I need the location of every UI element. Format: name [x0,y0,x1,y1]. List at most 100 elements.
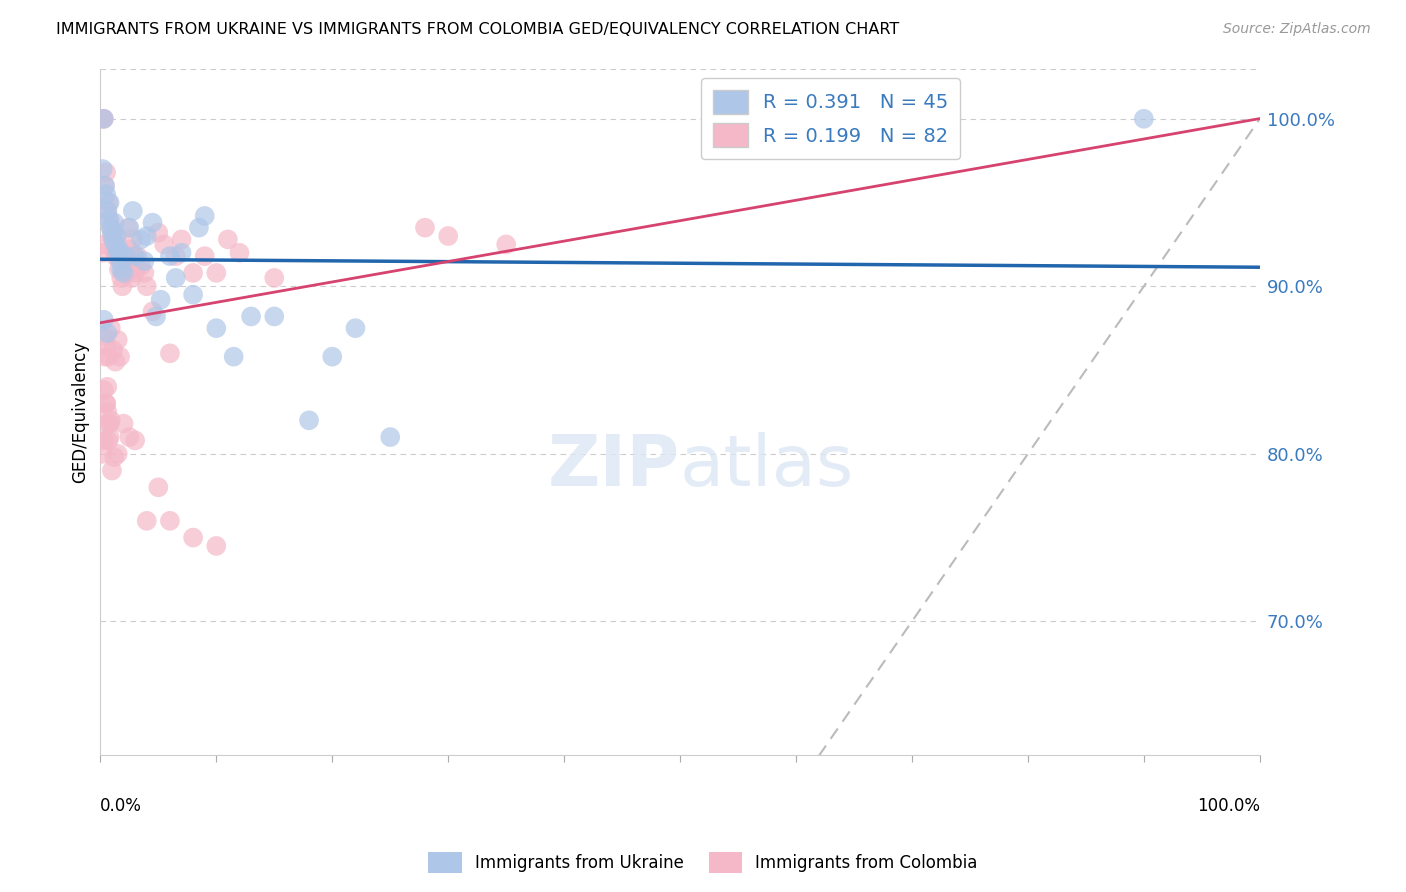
Point [165,271,187,285]
Point [94,350,117,364]
Point [101,229,124,244]
Text: atlas: atlas [681,433,855,501]
Point [91,447,114,461]
Point [135,514,157,528]
Point [98,417,121,431]
Point [93,237,115,252]
Point [194,209,217,223]
Legend: R = 0.391   N = 45, R = 0.199   N = 82: R = 0.391 N = 45, R = 0.199 N = 82 [702,78,960,159]
Point [94,165,117,179]
Point [112,417,135,431]
Point [170,245,193,260]
Point [118,430,141,444]
Point [97,350,120,364]
Point [104,249,127,263]
Point [380,430,402,444]
Point [141,216,163,230]
Point [114,259,136,273]
Point [112,266,135,280]
Point [108,243,131,257]
Point [228,245,250,260]
Point [153,237,176,252]
Point [135,229,157,244]
Point [263,310,285,324]
Y-axis label: GED/Equivalency: GED/Equivalency [72,341,89,483]
Point [96,326,118,341]
Point [127,249,149,263]
Text: 0.0%: 0.0% [100,797,142,814]
Point [159,249,181,263]
Point [240,310,263,324]
Point [100,321,122,335]
Point [93,313,115,327]
Point [149,293,172,307]
Point [101,232,124,246]
Point [94,396,117,410]
Point [94,178,117,193]
Point [112,262,135,277]
Point [96,380,118,394]
Point [91,161,114,176]
Point [96,405,118,419]
Legend: Immigrants from Ukraine, Immigrants from Colombia: Immigrants from Ukraine, Immigrants from… [422,846,984,880]
Point [122,249,145,263]
Text: Source: ZipAtlas.com: Source: ZipAtlas.com [1223,22,1371,37]
Point [187,220,209,235]
Text: ZIP: ZIP [548,433,681,501]
Point [100,220,122,235]
Point [98,195,121,210]
Point [97,434,120,448]
Point [148,480,170,494]
Text: IMMIGRANTS FROM UKRAINE VS IMMIGRANTS FROM COLOMBIA GED/EQUIVALENCY CORRELATION : IMMIGRANTS FROM UKRAINE VS IMMIGRANTS FR… [56,22,900,37]
Point [93,112,115,126]
Point [134,254,156,268]
Point [129,232,152,246]
Point [165,249,187,263]
Point [101,464,124,478]
Point [101,226,124,240]
Point [98,212,121,227]
Point [91,112,114,126]
Point [110,271,132,285]
Point [437,229,460,244]
Point [94,178,117,193]
Point [107,447,129,461]
Point [141,304,163,318]
Point [103,243,125,257]
Point [94,396,117,410]
Point [181,287,204,301]
Point [121,232,143,246]
Point [124,266,146,280]
Point [98,430,121,444]
Point [148,226,170,240]
Point [107,333,129,347]
Point [97,212,120,227]
Point [181,266,204,280]
Point [118,220,141,235]
Point [495,237,517,252]
Point [115,249,138,263]
Point [118,243,141,257]
Point [145,310,167,324]
Point [413,220,436,235]
Text: 100.0%: 100.0% [1197,797,1260,814]
Point [115,266,138,280]
Point [120,254,142,268]
Point [263,271,285,285]
Point [104,237,127,252]
Point [205,266,228,280]
Point [194,249,217,263]
Point [124,434,146,448]
Point [97,417,120,431]
Point [101,232,124,246]
Point [91,245,114,260]
Point [298,413,321,427]
Point [103,216,125,230]
Point [93,329,115,343]
Point [111,279,134,293]
Point [159,346,181,360]
Point [108,350,131,364]
Point [103,450,125,465]
Point [108,254,131,268]
Point [129,259,152,273]
